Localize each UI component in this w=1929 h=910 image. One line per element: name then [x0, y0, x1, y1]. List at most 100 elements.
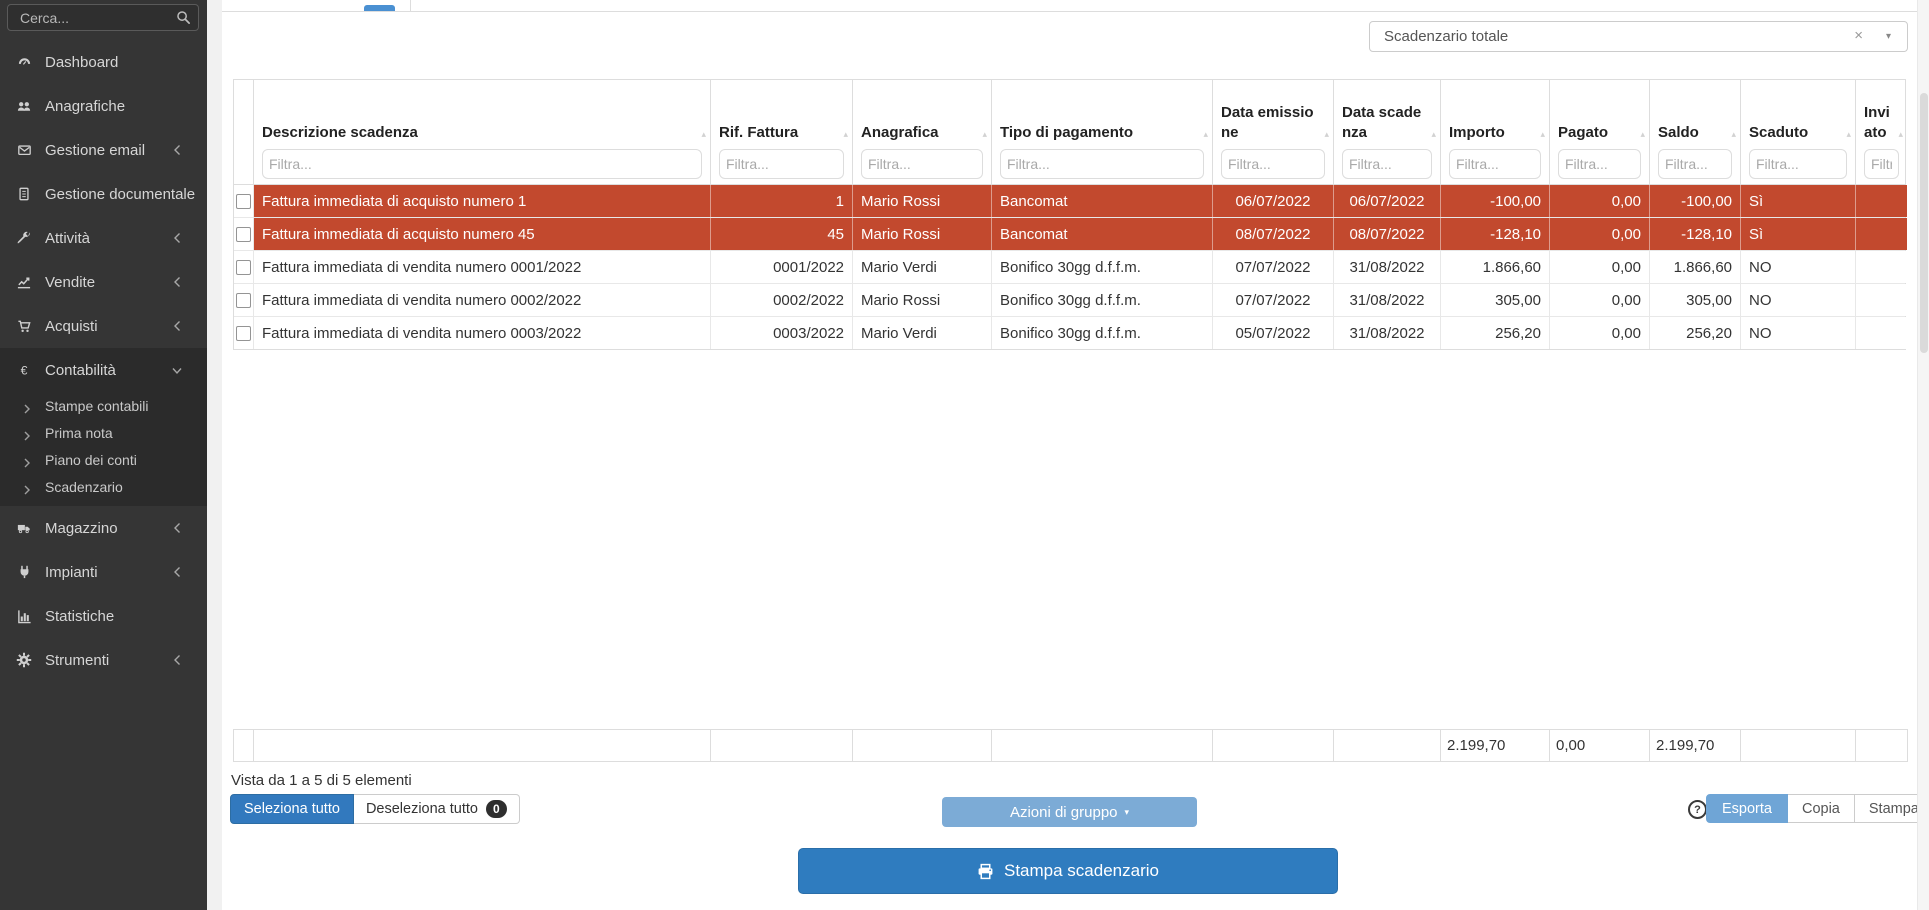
column-label[interactable]: Inviato — [1864, 104, 1890, 141]
filter-input-data_emissione[interactable] — [1221, 149, 1325, 179]
filter-input-saldo[interactable] — [1658, 149, 1732, 179]
chevron-left-icon — [171, 319, 183, 333]
column-label[interactable]: Descrizione scadenza — [262, 123, 418, 141]
filter-input-rif[interactable] — [719, 149, 844, 179]
scadenzario-filter-select[interactable]: Scadenzario totale × ▾ — [1369, 21, 1908, 52]
column-header-data_scadenza[interactable]: Data scadenza ▴ — [1334, 80, 1441, 184]
importo-cell: 1.866,60 — [1441, 251, 1550, 283]
filter-input-inviato[interactable] — [1864, 149, 1899, 179]
column-header-anagrafica[interactable]: Anagrafica ▴ — [853, 80, 992, 184]
tipo-cell: Bancomat — [992, 218, 1213, 250]
sidebar-item-contabilita[interactable]: € Contabilità — [0, 348, 207, 392]
clear-icon[interactable]: × — [1854, 27, 1863, 44]
table-row[interactable]: Fattura immediata di acquisto numero 45 4… — [234, 218, 1907, 251]
sidebar-item-dashboard[interactable]: Dashboard — [0, 40, 207, 84]
sort-asc-icon[interactable]: ▴ — [1203, 129, 1208, 139]
sidebar-item-anagrafiche[interactable]: Anagrafiche — [0, 84, 207, 128]
column-header-importo[interactable]: Importo ▴ — [1441, 80, 1550, 184]
filter-input-anagrafica[interactable] — [861, 149, 983, 179]
filter-input-importo[interactable] — [1449, 149, 1541, 179]
sort-asc-icon[interactable]: ▴ — [1431, 129, 1436, 139]
sidebar-item-gestione-documentale[interactable]: Gestione documentale — [0, 172, 207, 216]
row-checkbox[interactable] — [236, 292, 251, 308]
sort-asc-icon[interactable]: ▴ — [701, 129, 706, 139]
print-schedule-button[interactable]: Stampa scadenzario — [798, 848, 1338, 894]
sort-asc-icon[interactable]: ▴ — [1540, 129, 1545, 139]
sidebar-item-vendite[interactable]: Vendite — [0, 260, 207, 304]
column-label[interactable]: Tipo di pagamento — [1000, 123, 1134, 141]
filter-input-scaduto[interactable] — [1749, 149, 1847, 179]
tab-bar — [222, 0, 1917, 12]
sidebar-item-magazzino[interactable]: Magazzino — [0, 506, 207, 550]
column-header-pagato[interactable]: Pagato ▴ — [1550, 80, 1650, 184]
filter-input-pagato[interactable] — [1558, 149, 1641, 179]
copy-button[interactable]: Copia — [1787, 794, 1855, 823]
column-label[interactable]: Rif. Fattura — [719, 123, 799, 141]
sidebar-item-attivita[interactable]: Attività — [0, 216, 207, 260]
column-label[interactable]: Importo — [1449, 123, 1505, 141]
table-row[interactable]: Fattura immediata di vendita numero 0003… — [234, 317, 1907, 349]
print-button[interactable]: Stampa — [1854, 794, 1929, 823]
chevron-down-icon[interactable]: ▾ — [1885, 31, 1891, 42]
column-label[interactable]: Scaduto — [1749, 123, 1809, 141]
select-all-button[interactable]: Seleziona tutto — [230, 794, 354, 824]
sidebar-subitem-scadenzario[interactable]: Scadenzario — [0, 473, 207, 500]
row-checkbox[interactable] — [236, 193, 251, 209]
pagination-summary: Vista da 1 a 5 di 5 elementi — [231, 772, 412, 789]
row-checkbox[interactable] — [236, 259, 251, 275]
data_emissione-cell: 07/07/2022 — [1213, 284, 1334, 316]
column-header-desc[interactable]: Descrizione scadenza ▴ — [254, 80, 711, 184]
column-header-data_emissione[interactable]: Data emissione ▴ — [1213, 80, 1334, 184]
column-label[interactable]: Saldo — [1658, 123, 1699, 141]
vertical-scrollbar[interactable] — [1917, 0, 1929, 910]
table-row[interactable]: Fattura immediata di vendita numero 0001… — [234, 251, 1907, 284]
sidebar-item-gestione-email[interactable]: Gestione email — [0, 128, 207, 172]
sort-asc-icon[interactable]: ▴ — [1731, 129, 1736, 139]
data_emissione-cell: 07/07/2022 — [1213, 251, 1334, 283]
column-label[interactable]: Data scadenza — [1342, 104, 1422, 141]
chevron-left-icon — [171, 231, 183, 245]
column-header-saldo[interactable]: Saldo ▴ — [1650, 80, 1741, 184]
sort-asc-icon[interactable]: ▴ — [843, 129, 848, 139]
deselect-all-button[interactable]: Deseleziona tutto 0 — [353, 794, 520, 824]
filter-input-tipo[interactable] — [1000, 149, 1204, 179]
inviato-cell — [1856, 218, 1907, 250]
sidebar-item-statistiche[interactable]: Statistiche — [0, 594, 207, 638]
column-label[interactable]: Anagrafica — [861, 123, 939, 141]
filter-input-desc[interactable] — [262, 149, 702, 179]
scrollbar-thumb[interactable] — [1920, 93, 1928, 353]
anagrafica-cell: Mario Rossi — [853, 284, 992, 316]
search-input[interactable] — [7, 4, 199, 31]
sidebar-subitem-piano-dei-conti[interactable]: Piano dei conti — [0, 446, 207, 473]
sort-asc-icon[interactable]: ▴ — [1324, 129, 1329, 139]
row-select-cell — [234, 185, 254, 217]
export-button[interactable]: Esporta — [1706, 794, 1788, 823]
sidebar-item-acquisti[interactable]: Acquisti — [0, 304, 207, 348]
row-checkbox[interactable] — [236, 226, 251, 242]
sort-asc-icon[interactable]: ▴ — [1846, 129, 1851, 139]
column-header-tipo[interactable]: Tipo di pagamento ▴ — [992, 80, 1213, 184]
column-label[interactable]: Pagato — [1558, 123, 1609, 141]
help-icon[interactable]: ? — [1688, 800, 1707, 819]
row-checkbox[interactable] — [236, 325, 251, 341]
column-header-inviato[interactable]: Inviato ▴ — [1856, 80, 1907, 184]
column-header-scaduto[interactable]: Scaduto ▴ — [1741, 80, 1856, 184]
search-icon[interactable] — [176, 10, 191, 25]
sort-asc-icon[interactable]: ▴ — [982, 129, 987, 139]
sort-asc-icon[interactable]: ▴ — [1640, 129, 1645, 139]
group-actions-button[interactable]: Azioni di gruppo ▾ — [942, 797, 1197, 827]
table-row[interactable]: Fattura immediata di vendita numero 0002… — [234, 284, 1907, 317]
pagato-cell: 0,00 — [1550, 284, 1650, 316]
sidebar-subitem-prima-nota[interactable]: Prima nota — [0, 419, 207, 446]
sidebar-group-contabilita: € Contabilità Stampe contabili Prima nota Pi… — [0, 348, 207, 506]
column-header-rif[interactable]: Rif. Fattura ▴ — [711, 80, 853, 184]
column-label[interactable]: Data emissione — [1221, 104, 1314, 141]
sidebar-item-impianti[interactable]: Impianti — [0, 550, 207, 594]
sort-asc-icon[interactable]: ▴ — [1898, 129, 1903, 139]
sidebar-item-strumenti[interactable]: Strumenti — [0, 638, 207, 682]
sidebar-subitem-stampe-contabili[interactable]: Stampe contabili — [0, 392, 207, 419]
footer-total-data_scadenza — [1334, 730, 1441, 761]
active-tab-indicator[interactable] — [364, 5, 395, 11]
filter-input-data_scadenza[interactable] — [1342, 149, 1432, 179]
